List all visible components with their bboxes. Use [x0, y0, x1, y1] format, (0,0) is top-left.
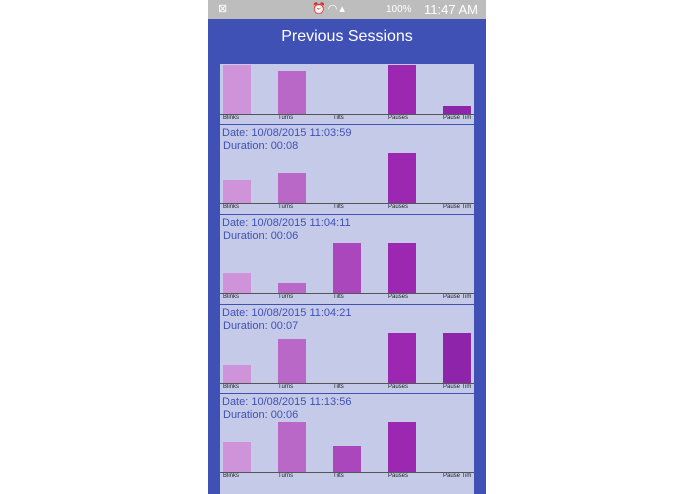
- tick-label: Turns: [278, 204, 294, 210]
- card-divider: [220, 393, 474, 394]
- tick-label: Tilts: [333, 204, 344, 210]
- card-divider: [220, 304, 474, 305]
- bar-blinks: [223, 365, 251, 383]
- x-axis-line: [220, 114, 474, 115]
- bar-blinks: [223, 273, 251, 293]
- signal-icon: ▴: [339, 3, 347, 15]
- tick-label: Turns: [278, 294, 294, 300]
- card-divider: [220, 214, 474, 215]
- bar-blinks: [223, 180, 251, 203]
- status-bar: ⊠ ⏰◠▴ 100% 11:47 AM: [208, 0, 486, 19]
- bar-turns: [278, 71, 306, 114]
- tick-label: Tilts: [333, 473, 344, 479]
- bar-pauses: [388, 243, 416, 293]
- session-date: Date: 10/08/2015 11:04:11: [222, 217, 351, 229]
- bar-pauses: [388, 422, 416, 472]
- x-axis-line: [220, 203, 474, 204]
- tick-label: Tilts: [333, 115, 344, 121]
- bar-turns: [278, 283, 306, 293]
- tick-label: Pauses: [388, 204, 409, 210]
- tick-label: Turns: [278, 115, 294, 121]
- session-date: Date: 10/08/2015 11:03:59: [222, 127, 352, 139]
- tick-label: Pause Tim: [443, 384, 472, 390]
- session-duration: Duration: 00:06: [223, 409, 299, 421]
- session-card[interactable]: Date: 10/08/2015 11:13:56 Duration: 00:06…: [220, 393, 474, 482]
- session-list[interactable]: Blinks Turns Tilts Pauses Pause Tim Date: 10/…: [220, 64, 474, 494]
- tick-label: Pause Tim: [443, 294, 472, 300]
- session-bar-chart: Blinks Turns Tilts Pauses Pause Tim: [220, 214, 474, 303]
- session-bar-chart: Blinks Turns Tilts Pauses Pause Tim: [220, 393, 474, 482]
- session-card[interactable]: Blinks Turns Tilts Pauses Pause Tim: [220, 64, 474, 124]
- x-axis-line: [220, 383, 474, 384]
- alarm-icon: ⏰: [312, 3, 328, 15]
- x-axis-line: [220, 472, 474, 473]
- tick-label: Pause Tim: [443, 204, 472, 210]
- bar-blinks: [223, 65, 251, 114]
- tick-label: Pause Tim: [443, 115, 472, 121]
- bar-blinks: [223, 442, 251, 472]
- tick-label: Pauses: [388, 384, 409, 390]
- session-bar-chart: Blinks Turns Tilts Pauses Pause Tim: [220, 64, 474, 124]
- status-icons: ⏰◠▴: [312, 2, 347, 17]
- battery-percent: 100%: [386, 4, 412, 15]
- bar-tilts: [333, 243, 361, 293]
- bar-turns: [278, 339, 306, 383]
- bar-pause-time: [443, 333, 471, 383]
- session-duration: Duration: 00:06: [223, 230, 299, 242]
- page-title: Previous Sessions: [281, 28, 413, 45]
- session-duration: Duration: 00:07: [223, 320, 299, 332]
- card-divider: [220, 124, 474, 125]
- tick-label: Pauses: [388, 115, 409, 121]
- wifi-icon: ◠: [327, 3, 340, 15]
- tick-label: Pause Tim: [443, 473, 472, 479]
- tick-label: Blinks: [223, 384, 240, 390]
- bar-pauses: [388, 153, 416, 203]
- tick-label: Pauses: [388, 294, 409, 300]
- tick-label: Pauses: [388, 473, 409, 479]
- session-bar-chart: Blinks Turns Tilts Pauses Pause Tim: [220, 304, 474, 393]
- tick-label: Turns: [278, 384, 294, 390]
- session-card[interactable]: Date: 10/08/2015 11:04:21 Duration: 00:07…: [220, 304, 474, 393]
- session-card[interactable]: Date: 10/08/2015 11:04:11 Duration: 00:06…: [220, 214, 474, 303]
- tick-label: Turns: [278, 473, 294, 479]
- bar-turns: [278, 422, 306, 472]
- tick-label: Tilts: [333, 294, 344, 300]
- session-date: Date: 10/08/2015 11:13:56: [222, 396, 352, 408]
- bar-tilts: [333, 446, 361, 472]
- phone-screen: ⊠ ⏰◠▴ 100% 11:47 AM Previous Sessions Bl…: [208, 0, 486, 494]
- tick-label: Tilts: [333, 384, 344, 390]
- x-axis-line: [220, 293, 474, 294]
- bar-turns: [278, 173, 306, 203]
- bar-pauses: [388, 333, 416, 383]
- session-bar-chart: Blinks Turns Tilts Pauses Pause Tim: [220, 124, 474, 213]
- session-duration: Duration: 00:08: [223, 140, 299, 152]
- session-date: Date: 10/08/2015 11:04:21: [222, 307, 352, 319]
- bar-pause-time: [443, 106, 471, 114]
- tick-label: Blinks: [223, 473, 240, 479]
- tick-label: Blinks: [223, 204, 240, 210]
- bar-pauses: [388, 65, 416, 114]
- tick-label: Blinks: [223, 294, 240, 300]
- tick-label: Blinks: [223, 115, 240, 121]
- clock: 11:47 AM: [424, 2, 478, 17]
- notification-icon: ⊠: [218, 3, 228, 15]
- session-card[interactable]: Date: 10/08/2015 11:03:59 Duration: 00:08…: [220, 124, 474, 213]
